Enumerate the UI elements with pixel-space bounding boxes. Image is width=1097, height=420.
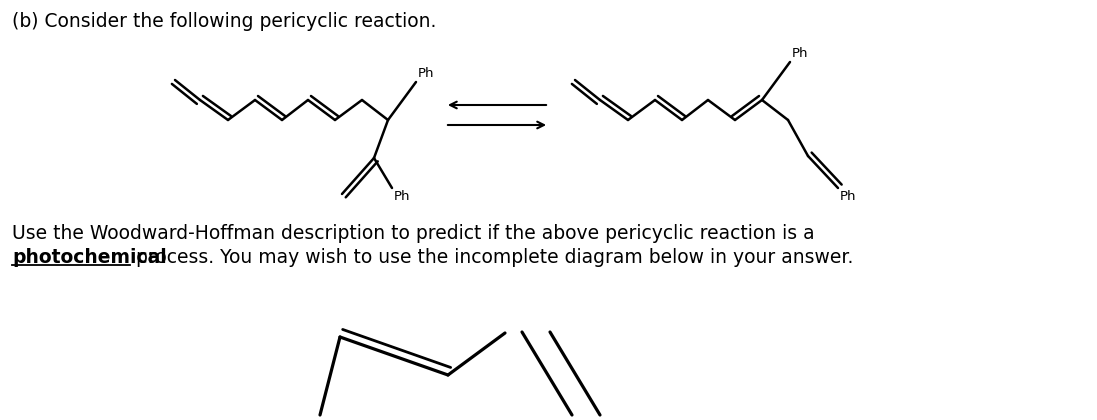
Text: Ph: Ph (792, 47, 808, 60)
Text: Ph: Ph (418, 67, 434, 80)
Text: (b) Consider the following pericyclic reaction.: (b) Consider the following pericyclic re… (12, 12, 437, 31)
Text: process. You may wish to use the incomplete diagram below in your answer.: process. You may wish to use the incompl… (131, 248, 853, 267)
Text: Ph: Ph (394, 190, 410, 203)
Text: photochemical: photochemical (12, 248, 167, 267)
Text: Use the Woodward-Hoffman description to predict if the above pericyclic reaction: Use the Woodward-Hoffman description to … (12, 224, 815, 243)
Text: Ph: Ph (840, 190, 857, 203)
